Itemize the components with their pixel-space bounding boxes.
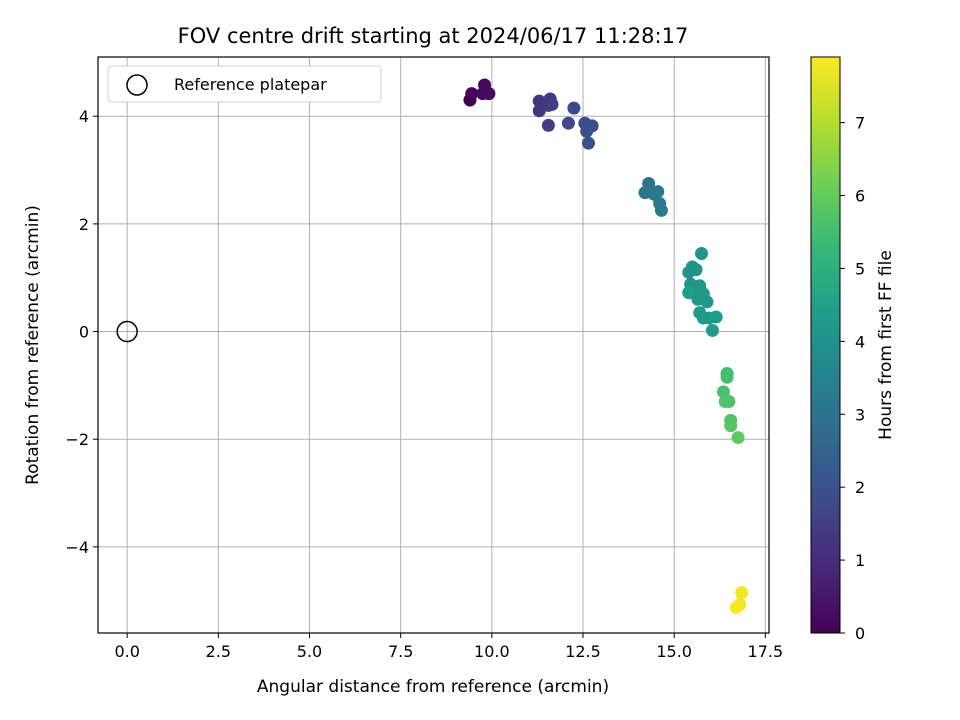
x-tick-label: 10.0	[474, 642, 510, 661]
colorbar-tick-label: 7	[855, 114, 865, 133]
colorbar-tick-label: 0	[855, 624, 865, 643]
colorbar-tick-label: 2	[855, 478, 865, 497]
legend-box	[107, 65, 382, 103]
data-point	[465, 87, 479, 101]
data-point	[682, 286, 696, 300]
x-tick-label: 15.0	[656, 642, 692, 661]
data-point	[689, 263, 703, 277]
data-point	[695, 246, 709, 260]
data-point	[561, 116, 575, 130]
data-point	[729, 601, 743, 615]
data-point	[651, 185, 665, 199]
legend: Reference platepar	[107, 65, 382, 103]
data-point	[716, 385, 730, 399]
colorbar-label: Hours from first FF file	[876, 250, 896, 440]
y-tick-label: −2	[65, 430, 89, 449]
data-point	[482, 87, 496, 101]
data-point	[724, 419, 738, 433]
data-point	[709, 310, 723, 324]
data-points	[463, 78, 749, 615]
data-point	[585, 119, 599, 133]
data-point	[722, 395, 736, 409]
x-tick-label: 17.5	[748, 642, 784, 661]
chart-title: FOV centre drift starting at 2024/06/17 …	[178, 24, 689, 48]
grid	[98, 57, 769, 633]
x-axis-ticks: 0.0 2.5 5.0 7.5 10.0 12.5 15.0 17.5	[114, 633, 783, 661]
data-point	[731, 431, 745, 445]
data-point	[545, 97, 559, 111]
x-tick-label: 7.5	[388, 642, 413, 661]
legend-marker	[126, 74, 148, 96]
x-tick-label: 12.5	[565, 642, 601, 661]
colorbar-tick-label: 5	[855, 259, 865, 278]
y-tick-label: −4	[65, 538, 89, 557]
data-point	[654, 203, 668, 217]
data-point	[735, 586, 749, 600]
colorbar-tick-label: 6	[855, 187, 865, 206]
data-point	[581, 136, 595, 150]
data-point	[720, 370, 734, 384]
x-tick-label: 5.0	[297, 642, 322, 661]
colorbar: 0 1 2 3 4 5 6 7 Hours from first FF file	[810, 56, 896, 643]
x-axis-label: Angular distance from reference (arcmin)	[257, 677, 609, 697]
colorbar-strip	[810, 56, 841, 634]
x-tick-label: 2.5	[206, 642, 231, 661]
colorbar-tick-label: 1	[855, 551, 865, 570]
legend-label: Reference platepar	[174, 75, 327, 94]
y-tick-label: 4	[79, 107, 89, 126]
plot-frame	[97, 56, 770, 634]
colorbar-tick-label: 3	[855, 405, 865, 424]
x-tick-label: 0.0	[114, 642, 139, 661]
data-point	[642, 177, 656, 191]
data-point	[705, 323, 719, 337]
colorbar-tick-label: 4	[855, 332, 865, 351]
y-axis-label: Rotation from reference (arcmin)	[23, 205, 43, 485]
y-tick-label: 2	[79, 215, 89, 234]
data-point	[700, 295, 714, 309]
colorbar-ticks: 0 1 2 3 4 5 6 7	[840, 114, 865, 643]
data-point	[567, 101, 581, 115]
y-tick-label: 0	[79, 323, 89, 342]
y-axis-ticks: 4 2 0 −2 −4	[65, 107, 98, 557]
data-point	[541, 118, 555, 132]
reference-platepar-marker	[116, 320, 138, 343]
